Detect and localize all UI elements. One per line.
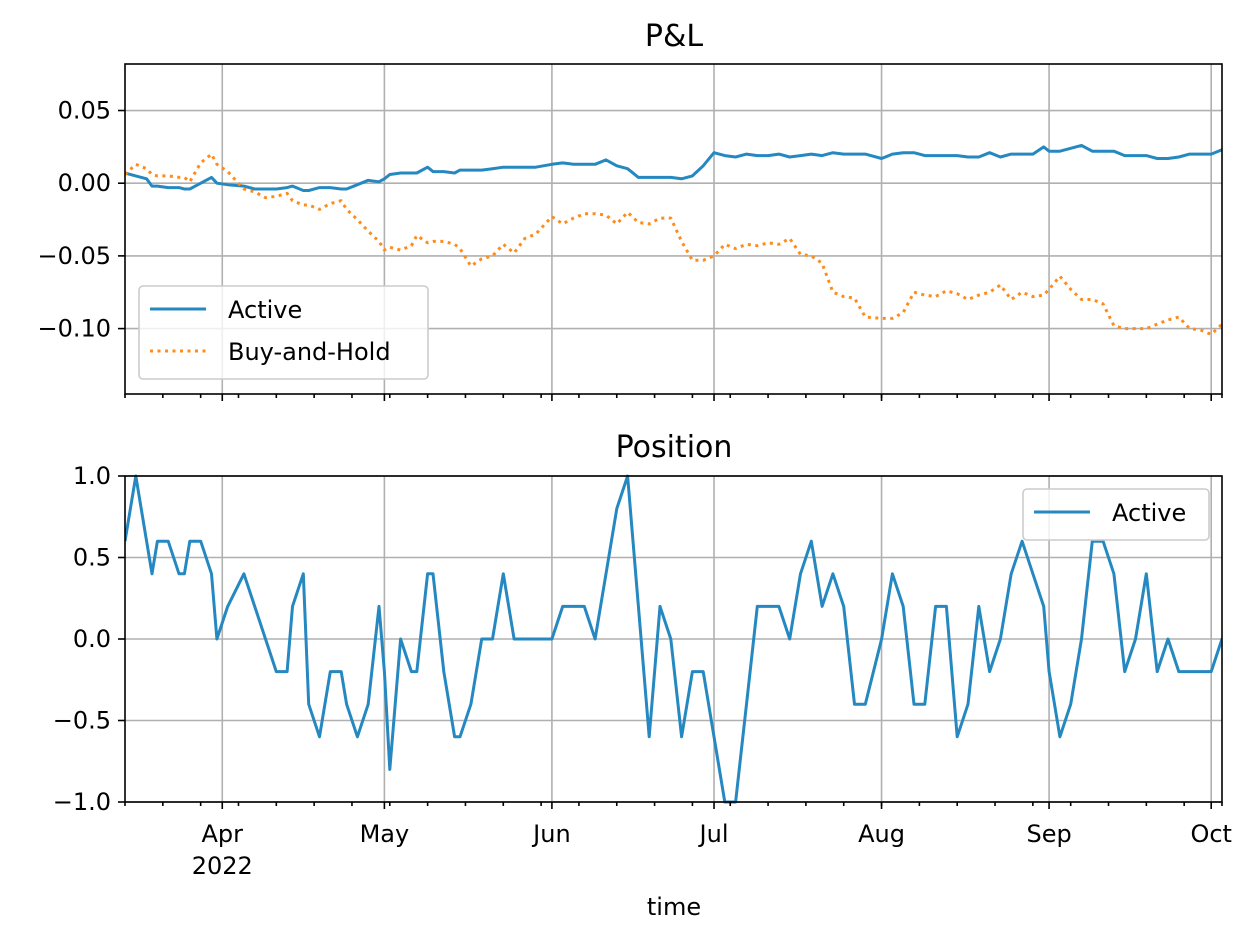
series-line-buy-and-hold [125, 152, 1222, 336]
position-y-axis: 1.0 0.5 0.0 −0.5 −1.0 [53, 462, 125, 816]
pnl-series-group [125, 143, 1222, 336]
legend-label-position-active: Active [1112, 499, 1186, 527]
position-chart-title: Position [616, 430, 733, 465]
x-tick-label: Jul [698, 820, 729, 848]
x-tick-label: Oct [1190, 820, 1232, 848]
x-axis-label: time [647, 893, 701, 921]
x-tick-label: Sep [1026, 820, 1071, 848]
x-tick-label: Jun [531, 820, 571, 848]
y-tick-label: −0.10 [37, 315, 111, 343]
y-tick-label: 1.0 [73, 462, 111, 490]
position-series-group [125, 474, 1222, 804]
y-tick-label: −0.05 [37, 242, 111, 270]
pnl-legend-box [138, 285, 429, 380]
position-chart-panel: Position 1.0 0.5 0.0 −0.5 −1.0 Apr 2022 May Jun… [53, 430, 1232, 921]
position-legend: Active [1022, 488, 1210, 541]
x-tick-label: Apr [202, 820, 244, 848]
position-legend-box [1022, 488, 1210, 541]
pnl-chart-title: P&L [645, 19, 703, 54]
x-tick-label: May [360, 820, 410, 848]
series-line-active [125, 143, 1222, 192]
position-x-axis: Apr 2022 May Jun Jul Aug Sep Oct [124, 802, 1232, 880]
pnl-x-axis [124, 394, 1223, 401]
x-tick-label: Aug [858, 820, 905, 848]
legend-label-buy-and-hold: Buy-and-Hold [228, 338, 391, 366]
y-tick-label: 0.5 [73, 544, 111, 572]
y-tick-label: −0.5 [53, 707, 111, 735]
pnl-axes-frame [124, 63, 1223, 395]
legend-label-active: Active [228, 296, 302, 324]
pnl-chart-panel: P&L 0.05 0.00 −0.05 −0.10 Active Buy-and-Ho… [37, 19, 1223, 401]
x-tick-sublabel: 2022 [192, 852, 253, 880]
series-line-active [125, 474, 1222, 804]
pnl-legend: Active Buy-and-Hold [138, 285, 429, 380]
y-tick-label: 0.00 [58, 169, 111, 197]
y-tick-label: 0.0 [73, 625, 111, 653]
y-tick-label: 0.05 [58, 97, 111, 125]
y-tick-label: −1.0 [53, 788, 111, 816]
pnl-y-axis: 0.05 0.00 −0.05 −0.10 [37, 97, 125, 343]
